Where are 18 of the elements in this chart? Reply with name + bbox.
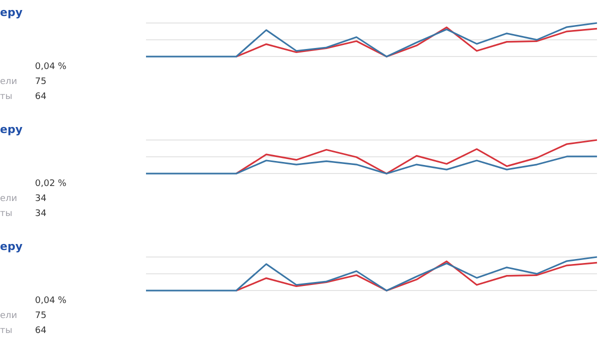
text: ели — [0, 311, 18, 321]
text: 75 — [35, 311, 46, 321]
text: 0,02 % — [35, 179, 66, 189]
text: 34 — [35, 194, 46, 204]
text: еру — [0, 6, 23, 19]
text: 64 — [35, 326, 46, 336]
text: еру — [0, 240, 23, 253]
text: еру — [0, 123, 23, 136]
text: 0,04 % — [35, 296, 66, 306]
text: 64 — [35, 92, 46, 102]
text: ты — [0, 326, 12, 336]
text: 75 — [35, 77, 46, 87]
text: 0,04 % — [35, 62, 66, 72]
text: ели — [0, 194, 18, 204]
text: 34 — [35, 209, 46, 219]
text: ели — [0, 77, 18, 87]
text: ты — [0, 92, 12, 102]
text: ты — [0, 209, 12, 219]
